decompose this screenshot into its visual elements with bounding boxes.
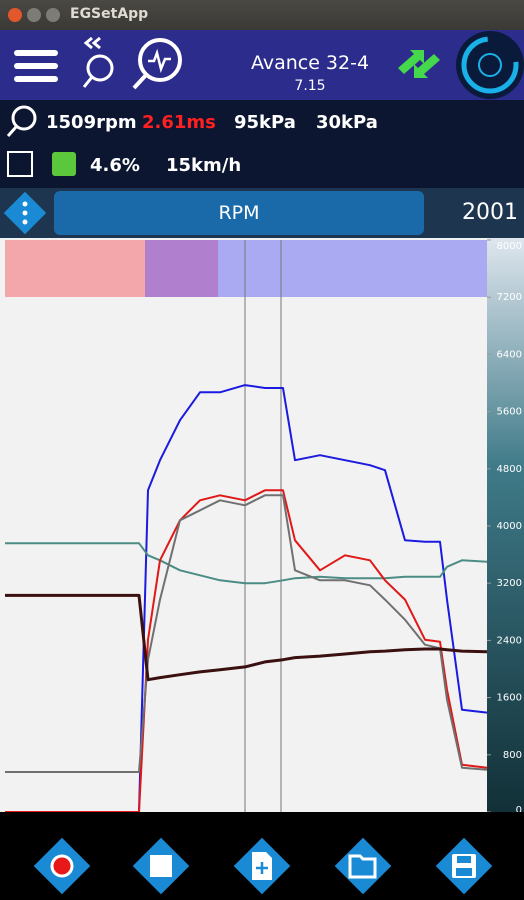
channel-value: 2001 [462,200,518,225]
speed: 15km/h [166,155,242,176]
range-band [5,240,145,297]
plot-background [0,238,524,812]
options-button[interactable] [0,188,50,238]
y-tick-label: 4000 [497,521,522,532]
bottom-buttons [33,837,493,895]
record-button[interactable] [33,837,91,895]
status-icons [6,105,76,177]
toolbar: Avance 32-4 7.15 [0,30,524,100]
y-tick-label: 7200 [497,292,522,303]
window-title: EGSetApp [70,6,149,22]
version: 7.15 [294,78,326,94]
pressure: 95kPa [234,112,296,133]
toolbar-icons [14,31,524,99]
y-axis-background [487,238,524,812]
gauge-ring [461,36,519,94]
channel-name[interactable]: RPM [54,191,424,235]
chart: 0 800 1600 2400 3200 4000 4800 5600 6400 7200 8000… [0,238,524,828]
save-button[interactable] [435,837,493,895]
series-line [5,494,488,773]
y-tick-label: 5600 [497,407,522,418]
series-line [5,542,488,585]
status-panel: 1509rpm 2.61ms 95kPa 30kPa 4.6% 15km/h [0,100,524,188]
close-button[interactable] [8,8,22,22]
menu-button[interactable] [14,50,58,82]
memory-icon [7,151,33,177]
gauge-center [478,53,502,77]
series-line [5,593,488,682]
rpm: 1509rpm [46,112,137,133]
connect-button[interactable] [398,50,440,78]
new-file-button[interactable] [233,837,291,895]
search-button[interactable] [132,38,182,90]
y-tick-label: 6400 [497,349,522,360]
y-tick-label: 1600 [497,693,522,704]
range-band [145,240,218,297]
stop-button[interactable] [132,837,190,895]
y-tick-label: 8000 [497,241,522,252]
toolbar-title: Avance 32-4 [250,52,370,74]
maximize-button[interactable] [46,8,60,22]
y-tick-label: 800 [503,750,522,761]
window-controls [8,8,60,22]
minimize-button[interactable] [27,8,41,22]
back-search-button[interactable] [82,36,114,88]
series-line [5,489,488,813]
y-tick-label: 2400 [497,635,522,646]
channel-selector: RPM 2001 [0,188,524,238]
range-band [218,240,487,297]
throttle: 4.6% [90,155,140,176]
bottom-bar [0,812,524,900]
y-tick-label: 0 [516,805,522,816]
sync-icon [52,152,76,176]
open-button[interactable] [334,837,392,895]
injection-time: 2.61ms [142,112,216,133]
pressure-2: 30kPa [316,112,378,133]
y-tick-label: 3200 [497,578,522,589]
series-line [5,384,488,813]
title-bar: EGSetApp [0,0,524,30]
y-tick-label: 4800 [497,464,522,475]
